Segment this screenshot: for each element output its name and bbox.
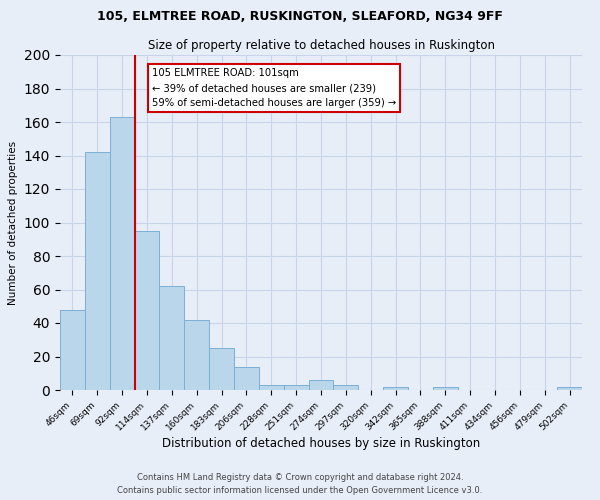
Bar <box>383 386 408 390</box>
Text: 105 ELMTREE ROAD: 101sqm
← 39% of detached houses are smaller (239)
59% of semi-: 105 ELMTREE ROAD: 101sqm ← 39% of detach… <box>152 68 396 108</box>
Bar <box>234 366 259 390</box>
Bar <box>134 231 160 390</box>
Text: 105, ELMTREE ROAD, RUSKINGTON, SLEAFORD, NG34 9FF: 105, ELMTREE ROAD, RUSKINGTON, SLEAFORD,… <box>97 10 503 23</box>
Bar <box>160 286 184 390</box>
Bar <box>60 310 85 390</box>
Bar <box>557 386 582 390</box>
Bar <box>184 320 209 390</box>
Bar <box>259 385 284 390</box>
X-axis label: Distribution of detached houses by size in Ruskington: Distribution of detached houses by size … <box>162 438 480 450</box>
Bar <box>308 380 334 390</box>
Bar <box>110 117 134 390</box>
Bar <box>284 385 308 390</box>
Bar <box>334 385 358 390</box>
Y-axis label: Number of detached properties: Number of detached properties <box>8 140 18 304</box>
Bar <box>433 386 458 390</box>
Text: Contains HM Land Registry data © Crown copyright and database right 2024.
Contai: Contains HM Land Registry data © Crown c… <box>118 474 482 495</box>
Bar <box>209 348 234 390</box>
Title: Size of property relative to detached houses in Ruskington: Size of property relative to detached ho… <box>148 40 494 52</box>
Bar <box>85 152 110 390</box>
